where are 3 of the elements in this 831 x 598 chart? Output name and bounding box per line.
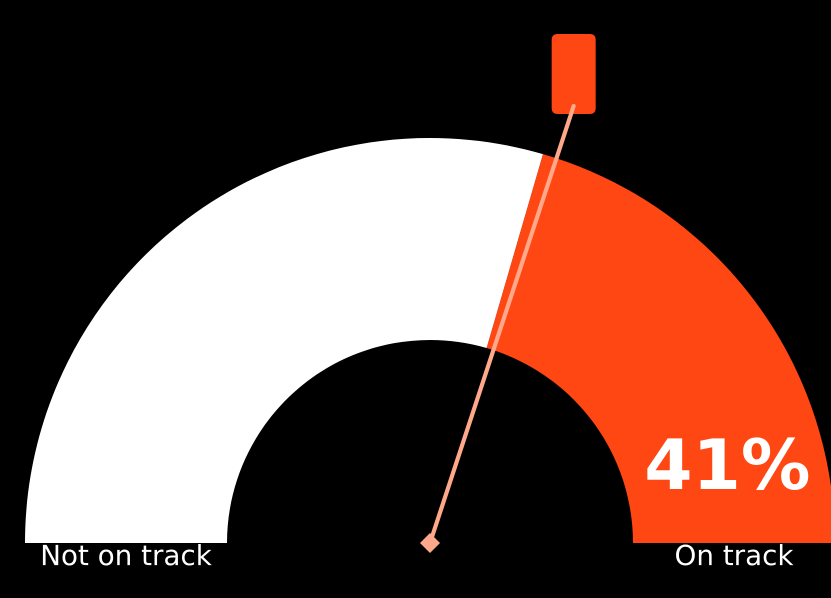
data-label: 41% [647,437,808,490]
slice-label: On track [676,544,794,566]
slice-label: Not on track [42,544,212,566]
